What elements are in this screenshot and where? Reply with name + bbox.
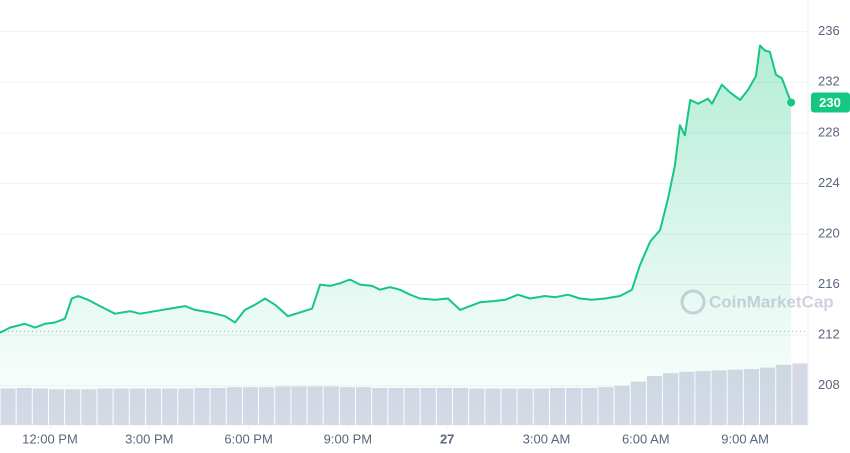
y-tick-label: 212: [818, 327, 840, 342]
watermark-text: CoinMarketCap: [709, 292, 834, 311]
y-tick-label: 228: [818, 124, 840, 139]
x-tick-label: 12:00 PM: [22, 431, 78, 446]
y-tick-label: 232: [818, 74, 840, 89]
y-tick-label: 208: [818, 377, 840, 392]
watermark-logo: [680, 289, 706, 315]
x-tick-label: 6:00 AM: [622, 431, 670, 446]
volume-bar: [792, 363, 808, 425]
x-tick-label: 3:00 AM: [523, 431, 571, 446]
x-tick-label: 9:00 PM: [324, 431, 372, 446]
x-tick-label: 3:00 PM: [125, 431, 173, 446]
price-line: [0, 44, 793, 334]
y-tick-label: 220: [818, 225, 840, 240]
last-price-dot: [787, 98, 796, 107]
x-tick-label: 27: [440, 431, 454, 446]
y-tick-label: 216: [818, 276, 840, 291]
price-tag-bg: [811, 92, 850, 113]
price-tag: 230: [819, 95, 841, 110]
watermark: CoinMarketCap: [680, 289, 834, 315]
price-area: [0, 45, 792, 425]
x-tick-label: 6:00 PM: [224, 431, 272, 446]
y-tick-label: 224: [818, 175, 840, 190]
x-tick-label: 9:00 AM: [721, 431, 769, 446]
y-tick-label: 236: [818, 23, 840, 38]
